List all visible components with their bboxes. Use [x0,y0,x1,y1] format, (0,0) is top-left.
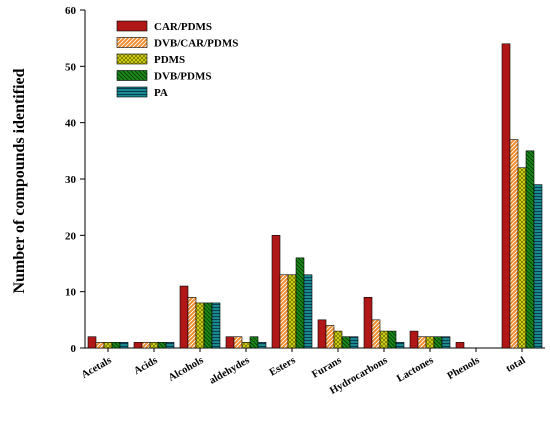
bar-esters-car-pdms [271,235,281,349]
y-axis-title: Number of compounds identified [11,68,28,293]
bar-aldehydes-car-pdms [225,336,235,349]
legend-label: DVB/CAR/PDMS [154,38,238,50]
bar-hydrocarbons-car-pdms [363,296,373,349]
bar-esters-pa [303,274,313,349]
y-tick-label: 60 [65,5,77,17]
bar-acetals-pa [119,342,129,349]
legend-swatch [116,70,148,81]
bar-esters-pdms [287,274,297,349]
y-tick-label: 10 [65,287,77,299]
bar-acetals-car-pdms [87,336,97,349]
bar-lactones-dvb-pdms [433,336,443,349]
legend-label: PDMS [154,54,185,66]
bar-hydrocarbons-dvb-pdms [387,330,397,349]
bar-total-dvb-car-pdms [509,139,519,349]
y-tick-label: 0 [71,343,77,355]
bar-lactones-car-pdms [409,330,419,349]
legend-swatch [116,20,148,32]
bar-phenols-car-pdms [455,342,465,349]
bar-alcohols-dvb-car-pdms [187,296,197,349]
y-ticks: 0 10 20 30 40 50 60 [65,5,85,355]
bar-acids-dvb-pdms [157,342,167,349]
x-tick-labels: Acetals Acids Alcohols aldehydes Esters Furan… [80,348,528,397]
bar-lactones-dvb-car-pdms [417,336,427,349]
bar-total-car-pdms [501,43,511,349]
bars [87,43,543,349]
bar-hydrocarbons-pdms [379,330,389,349]
bar-total-pa [533,184,543,349]
bar-acetals-dvb-pdms [111,342,121,349]
bar-furans-dvb-car-pdms [325,325,335,349]
x-tick-label: Furans [310,355,343,381]
legend-swatch [116,53,148,65]
bar-acids-dvb-car-pdms [141,342,151,349]
bar-furans-dvb-pdms [341,336,351,349]
legend-swatch [116,37,148,48]
bar-aldehydes-dvb-pdms [249,336,259,349]
x-tick-label: Alcohols [167,355,206,384]
bar-aldehydes-dvb-car-pdms [233,336,243,349]
x-tick-label: Acetals [80,355,114,381]
x-tick-label: Phenols [446,355,482,382]
bar-alcohols-dvb-pdms [203,302,213,349]
x-tick-label: total [504,355,527,375]
bar-alcohols-pdms [195,302,205,349]
bar-esters-dvb-car-pdms [279,274,289,349]
legend-label: DVB/PDMS [154,71,211,83]
bar-total-dvb-pdms [525,150,535,349]
legend-label: CAR/PDMS [154,21,212,33]
bar-alcohols-car-pdms [179,285,189,349]
bar-hydrocarbons-dvb-car-pdms [371,319,381,349]
x-tick-label: Esters [268,355,298,379]
bar-lactones-pa [441,336,451,349]
bar-acetals-dvb-car-pdms [95,342,105,349]
x-tick-label: aldehydes [208,355,252,387]
bar-furans-car-pdms [317,319,327,349]
y-tick-label: 30 [65,174,77,186]
bar-aldehydes-pa [257,342,267,349]
bar-acids-car-pdms [133,342,143,349]
y-tick-label: 20 [65,230,77,242]
bar-acids-pdms [149,342,159,349]
bar-alcohols-pa [211,302,221,349]
legend-swatch [116,86,148,98]
bar-lactones-pdms [425,336,435,349]
x-tick-label: Acids [132,355,159,377]
bar-hydrocarbons-pa [395,342,405,349]
y-tick-label: 50 [65,61,77,73]
x-tick-label: Lactones [395,355,435,385]
bar-total-pdms [517,167,527,349]
bar-acetals-pdms [103,342,113,349]
bar-acids-pa [165,342,175,349]
bar-furans-pa [349,336,359,349]
legend-label: PA [154,87,168,99]
bar-aldehydes-pdms [241,342,251,349]
y-tick-label: 40 [65,118,77,130]
bar-furans-pdms [333,330,343,349]
legend: CAR/PDMS DVB/CAR/PDMS PDMS DVB/PDMS PA [116,20,238,99]
bar-esters-dvb-pdms [295,257,305,349]
